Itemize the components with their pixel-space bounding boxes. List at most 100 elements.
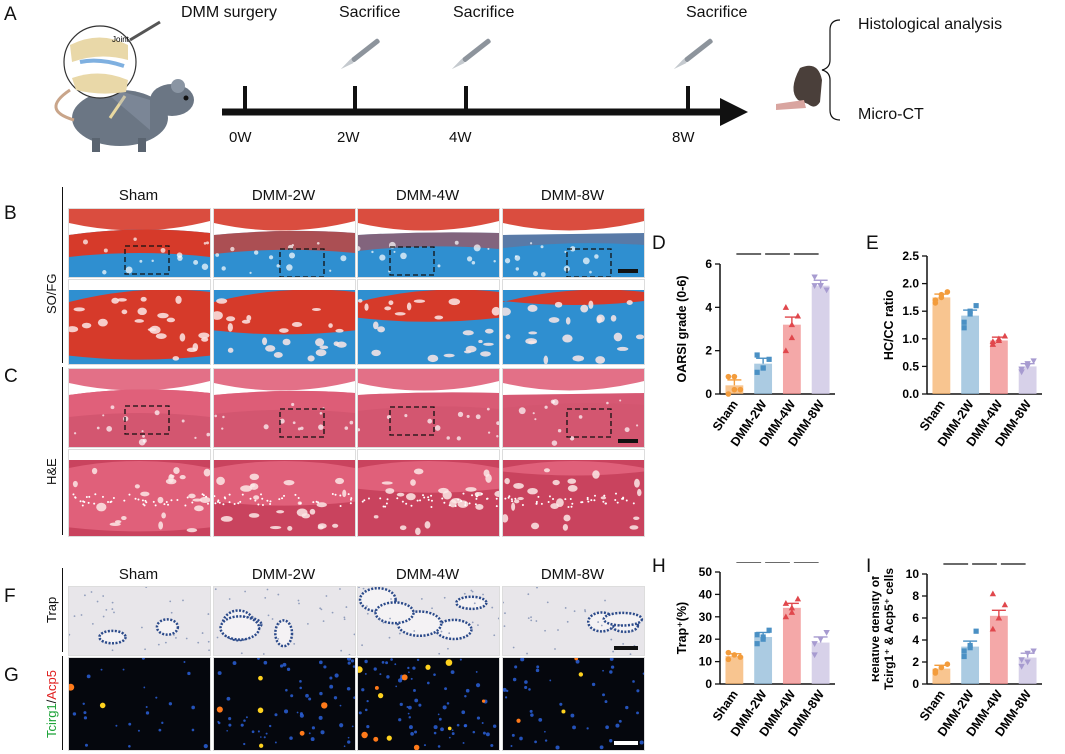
point-0-2 <box>944 289 951 295</box>
header-bottom-col-0: Sham <box>118 566 159 583</box>
point-0-1 <box>938 664 945 671</box>
point-2-0 <box>782 613 790 620</box>
tile-he-high-1 <box>214 450 355 536</box>
chart-i-density: 0 2 4 6 8 10 Relative density of Tcirg1⁺ & Acp5… <box>872 562 1042 739</box>
tick-8w: 8W <box>672 129 695 146</box>
tile-sofg-low-3 <box>503 209 644 277</box>
y-tick-label-3: 6 <box>705 257 712 271</box>
row-label-if-green: Tcirg1 <box>44 703 59 738</box>
panel-letter-h: H <box>652 556 666 577</box>
y-tick-label-0: 0.0 <box>902 387 919 401</box>
tile-sofg-high-3 <box>503 280 644 364</box>
point-0-0 <box>725 656 732 663</box>
point-0-1 <box>731 652 738 658</box>
point-2-3 <box>782 600 790 606</box>
tile-if-1 <box>214 658 355 750</box>
row-label-if: Tcirg1/Acp5 <box>44 670 59 738</box>
scalpel-icons <box>340 38 713 70</box>
y-tick-label-0: 0 <box>705 677 712 691</box>
outcome-micro-ct: Micro-CT <box>858 106 924 123</box>
sig-label-2: *** <box>1004 562 1022 564</box>
point-0-3 <box>725 649 732 656</box>
point-1-2 <box>766 356 772 362</box>
sig-label-2: ** <box>800 250 812 254</box>
joint-label: Joint <box>112 35 130 44</box>
point-0-1 <box>731 386 738 393</box>
panel-letter-b: B <box>4 203 17 224</box>
y-tick-label-3: 6 <box>912 611 919 625</box>
chart-h-trap: 01020304050Trap⁺(%)ShamDMM-2WDMM-4WDMM-8… <box>675 562 835 739</box>
y-tick-label-1: 0.5 <box>902 359 919 373</box>
tile-trap-3 <box>503 587 644 655</box>
y-tick-label-0: 0 <box>705 387 712 401</box>
point-3-2 <box>823 629 830 636</box>
bar-DMM-4W <box>989 615 1008 684</box>
bar-DMM-2W <box>961 315 980 394</box>
point-1-1 <box>967 308 973 314</box>
tile-he-low-2 <box>358 369 499 447</box>
joint-inset: Joint <box>63 20 161 99</box>
chart-e-hccc: 0.00.51.01.52.02.5HC/CC ratioShamDMM-2WD… <box>882 250 1042 449</box>
point-3-3 <box>811 274 818 281</box>
point-3-0 <box>811 283 818 289</box>
tile-trap-2 <box>358 587 499 655</box>
point-1-2 <box>766 627 772 633</box>
sig-label-1: ** <box>979 562 991 564</box>
y-tick-label-1: 10 <box>699 655 713 669</box>
bar-DMM-4W <box>782 324 801 394</box>
point-0-3 <box>932 668 939 674</box>
point-3-1 <box>1024 650 1031 657</box>
bar-DMM-4W <box>782 607 801 684</box>
timeline-figure: Joint <box>54 19 841 152</box>
header-top-col-1: DMM-2W <box>251 187 316 204</box>
point-2-4 <box>788 609 796 615</box>
point-0-2 <box>737 386 744 393</box>
row-divider-if <box>62 656 63 750</box>
y-tick-label-2: 4 <box>912 633 919 647</box>
tile-sofg-high-2 <box>358 280 499 364</box>
header-bottom-col-1: DMM-2W <box>251 566 316 583</box>
mouse-illustration <box>54 79 194 152</box>
outcome-histological: Histological analysis <box>858 16 1003 33</box>
tile-he-high-0 <box>69 450 210 536</box>
tile-sofg-low-0 <box>69 209 210 277</box>
y-tick-label-2: 1.0 <box>902 332 919 346</box>
point-3-3 <box>1018 366 1025 373</box>
point-2-2 <box>1001 601 1009 608</box>
panel-letter-g: G <box>4 665 19 686</box>
panel-letter-e: E <box>866 233 879 254</box>
y-tick-label-4: 2.0 <box>902 277 919 291</box>
event-sacrifice-4w: Sacrifice <box>453 4 515 21</box>
y-axis-label: Trap⁺(%) <box>675 602 689 654</box>
y-tick-label-4: 40 <box>699 587 713 601</box>
y-axis-label-2: Tcirg1⁺ & Acp5⁺ cells <box>882 568 896 690</box>
brace <box>821 19 841 121</box>
tile-sofg-high-1 <box>214 280 355 364</box>
panel-letter-f: F <box>4 586 16 607</box>
point-1-2 <box>973 303 979 309</box>
row-label-trap: Trap <box>44 596 59 623</box>
point-0-2 <box>737 654 744 660</box>
timeline-arrowhead <box>720 98 748 126</box>
point-3-2 <box>1030 358 1037 365</box>
row-divider-he <box>62 367 63 535</box>
sig-label-1: ** <box>772 250 784 254</box>
event-dmm-surgery: DMM surgery <box>181 4 278 21</box>
scale-bar <box>618 439 638 443</box>
point-3-3 <box>1018 657 1025 664</box>
point-2-4 <box>995 337 1003 343</box>
y-tick-label-5: 10 <box>906 567 920 581</box>
row-label-sofg: SO/FG <box>44 273 59 314</box>
point-0-2 <box>944 661 951 667</box>
header-bottom-col-3: DMM-8W <box>540 566 605 583</box>
y-tick-label-1: 2 <box>912 655 919 669</box>
y-tick-label-3: 30 <box>699 610 713 624</box>
point-0-4 <box>938 294 945 301</box>
row-label-if-sep: / <box>44 699 59 704</box>
scalpel-icon-2 <box>673 38 713 70</box>
point-1-3 <box>961 648 967 654</box>
tile-if-2 <box>358 658 499 750</box>
point-1-0 <box>754 641 760 647</box>
point-2-2 <box>794 312 802 319</box>
